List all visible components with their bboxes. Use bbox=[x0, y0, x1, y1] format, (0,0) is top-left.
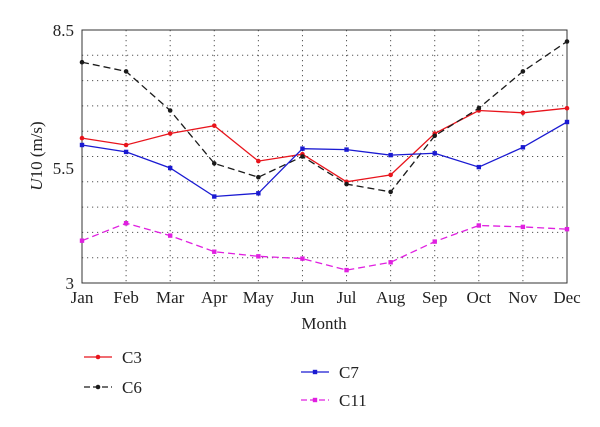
c7-point bbox=[432, 151, 437, 156]
y-axis-title: U10 (m/s) bbox=[27, 121, 46, 190]
plot-frame bbox=[81, 29, 568, 284]
c11-point bbox=[123, 221, 129, 226]
c6-point bbox=[432, 133, 438, 139]
c11-point bbox=[79, 238, 85, 243]
c6-point bbox=[520, 69, 526, 74]
legend-label: C11 bbox=[339, 391, 367, 410]
c7-point bbox=[388, 152, 393, 158]
legend-item-c6: C6 bbox=[84, 378, 142, 397]
c11-point bbox=[564, 226, 570, 232]
c7-point bbox=[167, 165, 173, 171]
x-tick-label: Feb bbox=[113, 288, 139, 307]
series-layer bbox=[79, 39, 570, 273]
c11-point bbox=[344, 267, 349, 273]
y-tick-label: 5.5 bbox=[53, 159, 74, 178]
c6-point bbox=[123, 69, 129, 74]
c7-point bbox=[300, 146, 305, 151]
series-line-c11 bbox=[81, 222, 568, 271]
x-tick-labels: Jan Feb Mar Apr May Jun Jul Aug Sep Oct Nov Dec bbox=[71, 288, 581, 307]
y-tick-label: 8.5 bbox=[53, 21, 74, 40]
legend-item-c11: C11 bbox=[301, 391, 367, 410]
grid bbox=[82, 30, 567, 283]
series-line-c3 bbox=[81, 107, 568, 183]
legend-marker bbox=[312, 397, 318, 403]
legend-marker bbox=[95, 384, 101, 390]
c7-point bbox=[564, 119, 570, 125]
series-c11 bbox=[79, 221, 570, 273]
series-line-c6 bbox=[81, 40, 568, 193]
x-axis-title: Month bbox=[301, 314, 347, 333]
c6-point bbox=[476, 105, 482, 111]
x-tick-label: Nov bbox=[508, 288, 538, 307]
series-c7 bbox=[79, 119, 570, 199]
legend-label: C7 bbox=[339, 363, 359, 382]
c7-point bbox=[256, 191, 261, 196]
c6-point bbox=[344, 181, 349, 187]
x-tick-label: Aug bbox=[376, 288, 406, 307]
c11-point bbox=[300, 256, 305, 261]
legend-item-c3: C3 bbox=[84, 348, 142, 367]
c3-point bbox=[520, 110, 526, 116]
y-tick-label: 3 bbox=[66, 274, 75, 293]
c7-point bbox=[476, 164, 482, 170]
legend-marker bbox=[312, 369, 318, 375]
c3-point bbox=[211, 123, 217, 128]
y-tick-labels: 3 5.5 8.5 bbox=[53, 21, 74, 293]
x-tick-label: Apr bbox=[201, 288, 228, 307]
c11-point bbox=[388, 260, 393, 265]
c6-point bbox=[564, 39, 570, 44]
c3-point bbox=[564, 105, 570, 111]
series-c6 bbox=[79, 39, 570, 195]
c3-point bbox=[256, 158, 261, 164]
c7-point bbox=[123, 149, 129, 155]
c6-point bbox=[211, 161, 217, 166]
x-tick-label: Jan bbox=[71, 288, 94, 307]
x-tick-label: Oct bbox=[467, 288, 492, 307]
c7-point bbox=[344, 147, 349, 152]
c3-point bbox=[167, 131, 173, 136]
c3-point bbox=[123, 142, 129, 148]
legend: C3 C6 C7 C11 bbox=[84, 348, 367, 410]
c7-point bbox=[520, 145, 526, 150]
series-line-c7 bbox=[81, 121, 568, 198]
x-tick-label: Dec bbox=[553, 288, 581, 307]
c3-point bbox=[79, 135, 85, 141]
x-tick-label: Jul bbox=[337, 288, 357, 307]
y-axis-title-symbol: U bbox=[27, 177, 46, 191]
c11-point bbox=[256, 254, 261, 259]
legend-label: C3 bbox=[122, 348, 142, 367]
series-c3 bbox=[79, 105, 570, 185]
c11-point bbox=[432, 239, 437, 244]
c6-point bbox=[167, 108, 173, 113]
c11-point bbox=[476, 223, 482, 228]
c6-point bbox=[388, 189, 393, 195]
y-axis-title-rest: 10 (m/s) bbox=[27, 121, 46, 178]
x-tick-label: Jun bbox=[291, 288, 315, 307]
legend-marker bbox=[95, 354, 101, 360]
x-tick-label: Mar bbox=[156, 288, 185, 307]
c3-point bbox=[388, 172, 393, 178]
legend-label: C6 bbox=[122, 378, 142, 397]
c7-point bbox=[79, 142, 85, 148]
c7-point bbox=[212, 194, 217, 199]
c6-point bbox=[256, 174, 261, 180]
c6-point bbox=[79, 59, 85, 65]
c6-point bbox=[300, 154, 305, 159]
x-tick-label: May bbox=[243, 288, 275, 307]
legend-item-c7: C7 bbox=[301, 363, 359, 382]
x-tick-label: Sep bbox=[422, 288, 448, 307]
c11-point bbox=[520, 224, 526, 230]
c11-point bbox=[212, 249, 217, 254]
c11-point bbox=[167, 233, 173, 238]
